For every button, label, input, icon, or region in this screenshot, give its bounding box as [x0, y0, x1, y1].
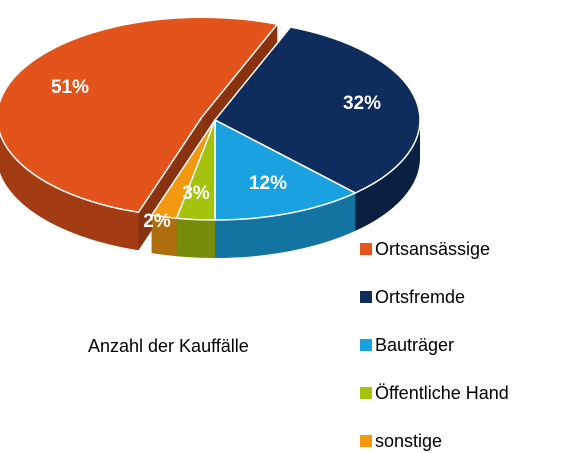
legend-swatch — [360, 435, 372, 447]
legend-label: Ortsansässige — [375, 239, 490, 259]
legend: Ortsansässige Ortsfremde Bauträger Öffentli… — [360, 239, 509, 451]
value-labels: 51% 32% 12% 3% 2% — [51, 77, 381, 232]
slice — [214, 118, 358, 221]
legend-label: Bauträger — [375, 335, 454, 355]
value-label: 32% — [343, 93, 381, 114]
slice — [0, 16, 279, 214]
slice-side — [176, 218, 215, 258]
legend-swatch — [360, 339, 372, 351]
pie — [0, 16, 421, 258]
slice — [213, 26, 421, 194]
value-label: 3% — [182, 183, 210, 204]
value-label: 12% — [249, 173, 287, 194]
slice-side — [355, 120, 420, 231]
value-label: 2% — [143, 211, 171, 232]
legend-label: sonstige — [375, 431, 442, 451]
legend-label: Ortsfremde — [375, 287, 465, 307]
slice — [150, 119, 216, 219]
legend-swatch — [360, 291, 372, 303]
slice-side — [215, 192, 356, 258]
slice-side — [0, 134, 139, 251]
annotation: Anzahl der Kauffälle — [88, 336, 249, 356]
legend-label: Öffentliche Hand — [375, 383, 509, 403]
slice-side — [151, 215, 177, 257]
legend-swatch — [360, 387, 372, 399]
value-label: 51% — [51, 77, 89, 98]
legend-swatch — [360, 243, 372, 255]
